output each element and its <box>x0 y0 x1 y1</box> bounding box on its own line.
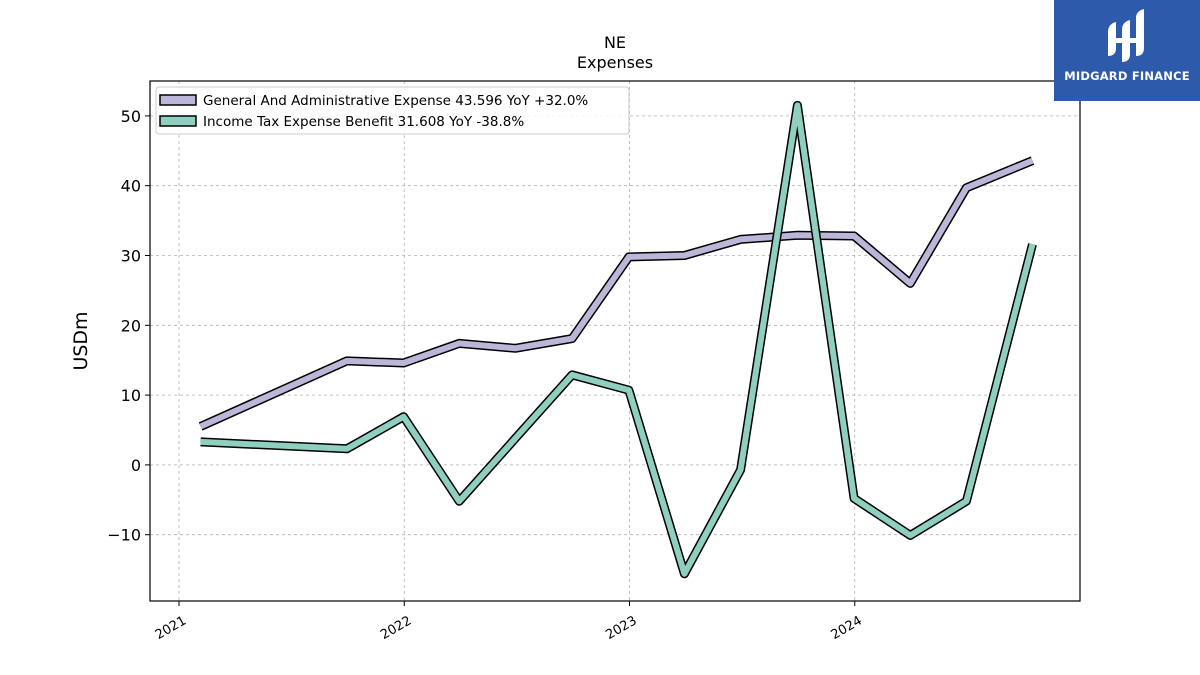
series-line-general-admin <box>199 157 1034 430</box>
y-tick-label: 0 <box>131 456 141 475</box>
legend-swatch-income-tax <box>159 115 197 127</box>
y-tick-label: −10 <box>107 526 141 545</box>
y-tick-label: 30 <box>121 246 141 265</box>
logo-mark-icon <box>1108 9 1144 62</box>
x-tick-label: 2023 <box>603 613 639 643</box>
y-axis-ticks: 50 40 30 20 10 0 −10 <box>107 107 150 545</box>
y-tick-label: 50 <box>121 107 141 126</box>
grid <box>150 81 1080 601</box>
legend: General And Administrative Expense 43.59… <box>155 86 630 135</box>
x-axis-ticks: 2021 2022 2023 2024 <box>153 601 865 643</box>
chart-title: NE <box>604 33 626 52</box>
legend-swatch-general-admin <box>159 94 197 106</box>
brand-name: MIDGARD FINANCE <box>1064 69 1190 83</box>
y-axis-label: USDm <box>70 311 92 370</box>
legend-label-general-admin: General And Administrative Expense 43.59… <box>203 93 588 109</box>
x-tick-label: 2024 <box>829 613 865 643</box>
series-layer <box>198 100 1037 579</box>
legend-frame <box>155 86 630 135</box>
x-tick-label: 2022 <box>378 613 414 643</box>
x-tick-label: 2021 <box>153 613 189 643</box>
plot-frame <box>149 80 1081 602</box>
series-line-income-tax <box>200 102 1036 577</box>
y-tick-label: 20 <box>121 316 141 335</box>
y-tick-label: 40 <box>121 177 141 196</box>
legend-label-income-tax: Income Tax Expense Benefit 31.608 YoY -3… <box>203 114 524 130</box>
chart-subtitle: Expenses <box>577 53 653 72</box>
brand-logo: MIDGARD FINANCE <box>1054 0 1200 101</box>
series-outline-income-tax <box>200 100 1037 579</box>
y-tick-label: 10 <box>121 386 141 405</box>
